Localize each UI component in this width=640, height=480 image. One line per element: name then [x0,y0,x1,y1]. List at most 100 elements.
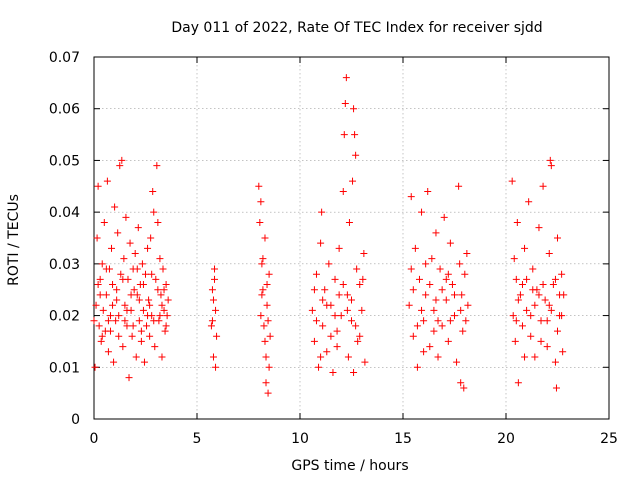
data-point [413,363,421,371]
data-point [125,374,133,382]
data-point [356,281,364,289]
data-point [127,291,135,299]
data-point [139,306,147,314]
data-point [113,286,121,294]
data-point [463,250,471,258]
data-point [354,337,362,345]
data-point [312,270,320,278]
data-point [154,286,162,294]
x-tick-label: 5 [193,431,202,447]
data-point [119,275,127,283]
data-point [405,301,413,309]
data-point [102,291,110,299]
chart-title: Day 011 of 2022, Rate Of TEC Index for r… [171,20,542,36]
data-point [541,296,549,304]
data-point [156,255,164,263]
data-point [152,275,160,283]
data-point [552,384,560,392]
data-point [104,348,112,356]
data-point [559,348,567,356]
data-point [342,74,350,82]
data-point [545,301,553,309]
data-point [150,208,158,216]
data-point [460,384,468,392]
x-tick-label: 10 [291,431,309,447]
data-point [256,218,264,226]
data-point [208,317,216,325]
data-point [537,317,545,325]
data-point [260,322,268,330]
data-point [339,281,347,289]
data-point [209,296,217,304]
data-point [98,260,106,268]
data-point [153,162,161,170]
data-point [212,306,220,314]
data-point [100,218,108,226]
data-point [523,306,531,314]
data-point [539,281,547,289]
data-point [265,363,273,371]
y-tick-label: 0.01 [49,360,80,376]
data-point [430,327,438,335]
data-point [317,353,325,361]
data-point [259,255,267,263]
x-tick-label: 15 [394,431,412,447]
data-point [529,265,537,273]
data-point [510,255,518,263]
data-point [104,317,112,325]
data-point [535,224,543,232]
data-point [144,244,152,252]
data-point [455,182,463,190]
data-point [211,275,219,283]
data-point [146,332,154,340]
data-point [156,312,164,320]
data-point [321,286,329,294]
data-point [263,301,271,309]
data-point [345,218,353,226]
data-point [440,213,448,221]
data-point [432,296,440,304]
data-point [516,291,524,299]
data-point [422,291,430,299]
data-point [335,291,343,299]
data-point [102,265,110,273]
data-point [551,358,559,366]
data-point [310,337,318,345]
data-point [508,177,516,185]
data-point [333,327,341,335]
data-point [92,301,100,309]
data-point [333,343,341,351]
data-point [432,229,440,237]
data-point [255,182,263,190]
data-point [118,156,126,164]
y-tick-label: 0.06 [49,102,80,118]
data-point [438,286,446,294]
data-point [264,389,272,397]
data-point [415,275,423,283]
data-point [456,260,464,268]
data-point [407,193,415,201]
data-point [350,105,358,113]
data-point [157,291,165,299]
data-point [325,260,333,268]
data-point [556,291,564,299]
data-point [512,275,520,283]
data-point [323,301,331,309]
data-point [527,312,535,320]
data-point [461,270,469,278]
data-point [424,187,432,195]
data-point [133,291,141,299]
data-point [158,301,166,309]
data-point [161,327,169,335]
data-point [144,312,152,320]
data-point [133,265,141,273]
data-point [464,301,472,309]
data-point [547,306,555,314]
y-tick-label: 0.03 [49,257,80,273]
data-point [123,322,131,330]
data-point [109,301,117,309]
data-point [121,301,129,309]
data-point [343,306,351,314]
data-point [114,229,122,237]
